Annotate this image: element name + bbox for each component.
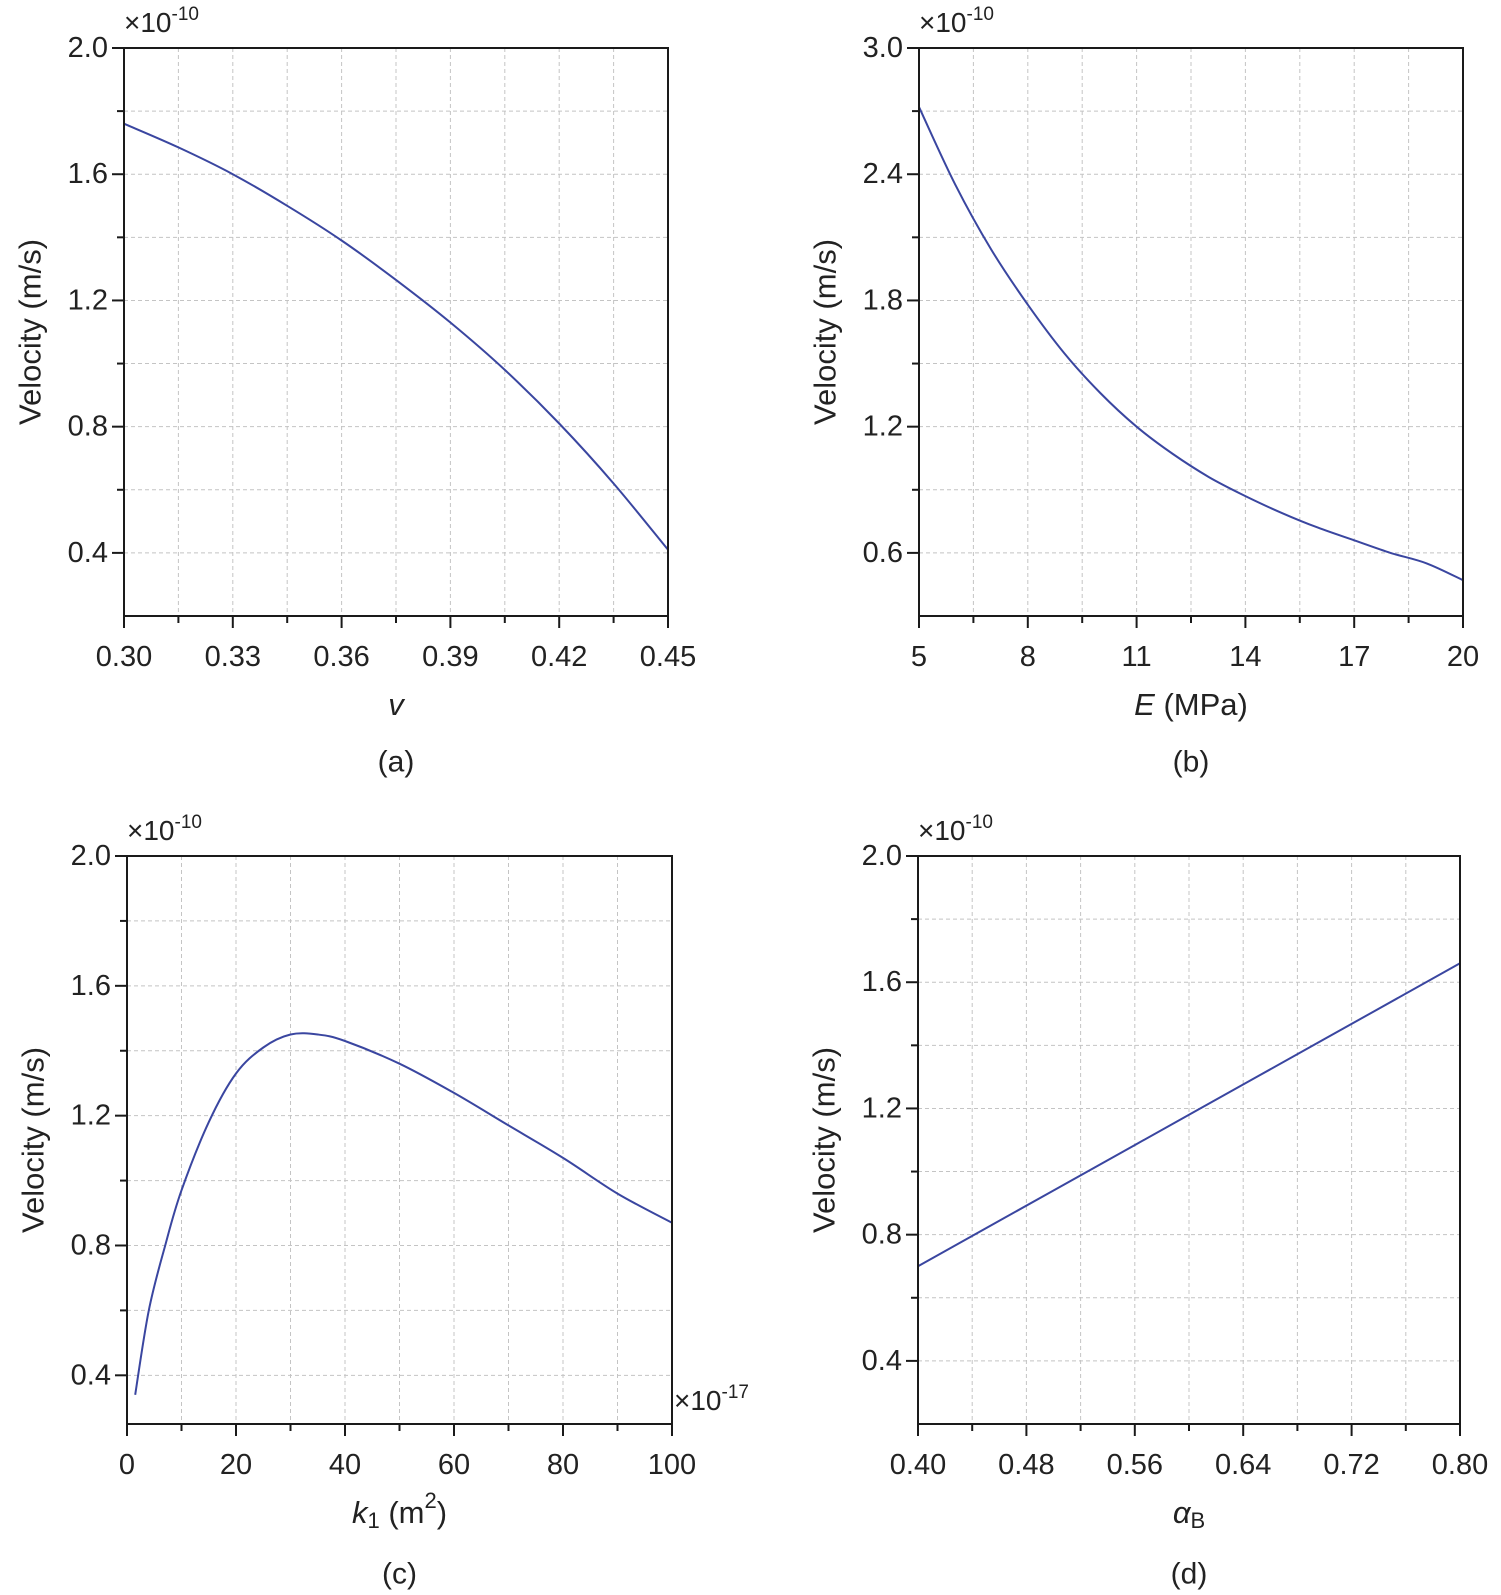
panel-label-c: (c) [382,1558,417,1591]
chart-panel-c: 0 20 40 60 80 100 0.4 0.8 1.2 1.6 2.0 ×10-10 ×10-17 V… [16,812,749,1591]
y-tick-label: 0.8 [68,411,108,443]
panel-label-b: (b) [1173,746,1210,779]
x-tick-label: 0.56 [1107,1449,1163,1481]
chart-panel-b: 5 8 11 14 17 20 0.6 1.2 1.8 2.4 3.0 ×10-10 Velocity … [808,4,1480,779]
x-axis-title: E (MPa) [1134,687,1248,722]
series-line-velocity [918,106,1464,582]
y-tick-label: 1.2 [71,1100,111,1132]
y-axis-title: Velocity (m/s) [808,239,843,425]
series-line-velocity [134,1032,673,1395]
y-tick-label: 1.2 [862,1092,902,1124]
y-multiplier-label: ×10-10 [919,4,994,38]
y-tick-label: 0.4 [68,537,108,569]
y-tick-label: 0.4 [862,1345,902,1377]
x-tick-label: 80 [547,1449,579,1481]
x-tick-label: 40 [329,1449,361,1481]
x-axis-title: αB [1173,1495,1205,1533]
x-tick-label: 20 [220,1449,252,1481]
x-tick-label: 0.72 [1323,1449,1379,1481]
x-tick-label: 20 [1447,641,1479,673]
x-multiplier-label: ×10-17 [674,1382,749,1416]
panel-label-d: (d) [1171,1558,1208,1591]
series-line-velocity [123,122,669,551]
x-tick-label: 0.42 [531,641,587,673]
chart-panel-d: 0.40 0.48 0.56 0.64 0.72 0.80 0.4 0.8 1.2 1.6 2.0 ×… [807,812,1489,1591]
y-tick-label: 2.0 [68,32,108,64]
x-tick-label: 8 [1020,641,1036,673]
y-tick-label: 2.0 [862,840,902,872]
y-tick-label: 1.6 [71,970,111,1002]
x-tick-label: 60 [438,1449,470,1481]
x-tick-label: 0.39 [422,641,478,673]
y-tick-label: 1.8 [863,284,903,316]
x-tick-label: 11 [1122,641,1152,673]
y-tick-label: 0.8 [71,1229,111,1261]
y-tick-label: 2.4 [863,158,903,190]
x-tick-label: 0.33 [205,641,261,673]
x-tick-label: 17 [1338,641,1370,673]
x-tick-label: 0 [119,1449,135,1481]
x-tick-label: 0.48 [998,1449,1054,1481]
y-tick-label: 3.0 [863,32,903,64]
x-tick-label: 0.40 [890,1449,946,1481]
y-tick-label: 0.6 [863,537,903,569]
y-tick-label: 1.2 [68,284,108,316]
x-tick-label: 0.80 [1432,1449,1488,1481]
y-axis-title: Velocity (m/s) [13,239,48,425]
x-tick-label: 0.45 [640,641,696,673]
y-multiplier-label: ×10-10 [124,4,199,38]
x-tick-label: 0.36 [313,641,369,673]
x-axis-title: v [388,687,405,722]
y-tick-label: 1.6 [68,158,108,190]
series-line-velocity [917,962,1461,1268]
y-axis-title: Velocity (m/s) [16,1047,51,1233]
y-tick-label: 1.6 [862,966,902,998]
x-tick-label: 0.64 [1215,1449,1271,1481]
y-multiplier-label: ×10-10 [127,812,202,846]
x-tick-label: 14 [1229,641,1261,673]
x-tick-label: 0.30 [96,641,152,673]
x-tick-label: 5 [911,641,927,673]
x-tick-label: 100 [648,1449,696,1481]
x-axis-title: k1 (m2) [352,1488,447,1533]
y-tick-label: 0.4 [71,1359,111,1391]
y-tick-label: 0.8 [862,1219,902,1251]
y-tick-label: 1.2 [863,411,903,443]
y-multiplier-label: ×10-10 [918,812,993,846]
y-axis-title: Velocity (m/s) [807,1047,842,1233]
y-tick-label: 2.0 [71,840,111,872]
chart-panel-a: 0.30 0.33 0.36 0.39 0.42 0.45 0.4 0.8 1.2 1.6 2.0 ×… [13,4,697,779]
panel-label-a: (a) [378,746,415,779]
